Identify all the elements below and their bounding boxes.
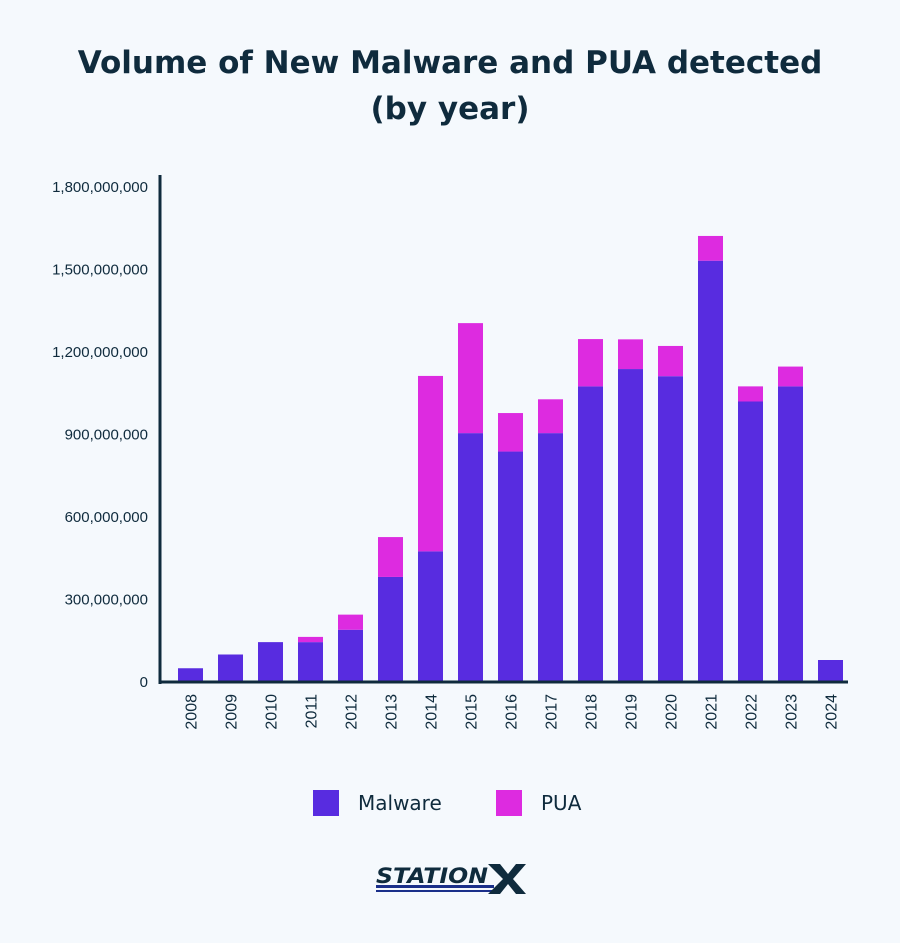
bar-pua-2022 xyxy=(738,386,763,402)
bar-pua-2014 xyxy=(418,375,443,552)
x-tick-label: 2018 xyxy=(584,694,601,730)
bar-malware-2016 xyxy=(498,451,523,682)
bar-malware-2022 xyxy=(738,401,763,682)
x-tick-label: 2023 xyxy=(784,694,801,730)
bar-malware-2015 xyxy=(458,433,483,682)
bar-malware-2012 xyxy=(338,629,363,682)
bar-pua-2016 xyxy=(498,413,523,452)
bar-malware-2010 xyxy=(258,642,283,682)
y-tick-label: 900,000,000 xyxy=(65,427,148,444)
bar-pua-2020 xyxy=(658,345,683,377)
bar-malware-2018 xyxy=(578,386,603,682)
chart-title: Volume of New Malware and PUA detected (… xyxy=(0,40,900,132)
x-tick-label: 2024 xyxy=(824,694,841,730)
x-tick-label: 2016 xyxy=(504,694,521,730)
x-tick-label: 2012 xyxy=(344,694,361,730)
bar-pua-2012 xyxy=(338,614,363,630)
bar-pua-2013 xyxy=(378,537,403,577)
bar-pua-2023 xyxy=(778,366,803,387)
legend-label-malware: Malware xyxy=(358,791,442,815)
y-tick-label: 1,500,000,000 xyxy=(52,262,148,279)
bar-pua-2018 xyxy=(578,339,603,387)
bar-malware-2024 xyxy=(818,660,843,682)
x-tick-label: 2014 xyxy=(424,694,441,730)
chart-title-line-1: Volume of New Malware and PUA detected xyxy=(77,45,823,81)
bar-malware-2023 xyxy=(778,386,803,682)
legend-swatch-pua xyxy=(496,790,522,816)
bar-pua-2017 xyxy=(538,399,563,434)
y-tick-label: 1,800,000,000 xyxy=(52,179,148,196)
bar-malware-2019 xyxy=(618,369,643,682)
x-tick-label: 2011 xyxy=(304,694,321,729)
legend-label-pua: PUA xyxy=(541,791,582,815)
y-tick-label: 300,000,000 xyxy=(65,592,148,609)
bar-malware-2009 xyxy=(218,654,243,682)
y-tick-label: 600,000,000 xyxy=(65,509,148,526)
stationx-logo: STATION xyxy=(376,864,526,894)
bar-pua-2021 xyxy=(698,235,723,261)
x-tick-label: 2009 xyxy=(224,694,241,730)
legend: Malware PUA xyxy=(0,789,900,819)
legend-item-pua: PUA xyxy=(496,789,581,817)
logo-wordmark: STATION xyxy=(376,864,488,888)
bar-malware-2021 xyxy=(698,260,723,682)
x-tick-label: 2022 xyxy=(744,694,761,730)
x-tick-label: 2013 xyxy=(384,694,401,730)
x-tick-label: 2015 xyxy=(464,694,481,730)
y-tick-label: 0 xyxy=(140,674,148,691)
bar-malware-2008 xyxy=(178,668,203,682)
stacked-bar-chart: 0 300,000,000 600,000,000 900,000,000 1,200,… xyxy=(52,175,848,730)
bar-pua-2019 xyxy=(618,339,643,370)
bar-malware-2013 xyxy=(378,576,403,682)
x-tick-label: 2020 xyxy=(664,694,681,730)
bar-malware-2020 xyxy=(658,376,683,682)
x-tick-label: 2019 xyxy=(624,694,641,730)
x-tick-label: 2017 xyxy=(544,694,561,730)
bar-pua-2011 xyxy=(298,636,323,643)
x-tick-label: 2008 xyxy=(184,694,201,730)
chart-title-line-2: (by year) xyxy=(370,91,530,127)
x-axis-tick-labels: 2008 2009 2010 2011 2012 2013 2014 2015 2016 2017… xyxy=(184,694,841,730)
bar-malware-2011 xyxy=(298,642,323,682)
bar-malware-2014 xyxy=(418,551,443,682)
legend-swatch-malware xyxy=(313,790,339,816)
bar-group xyxy=(178,235,843,682)
x-tick-label: 2010 xyxy=(264,694,281,730)
bar-malware-2017 xyxy=(538,433,563,682)
x-tick-label: 2021 xyxy=(704,694,721,730)
logo-x-mark xyxy=(488,864,526,894)
legend-item-malware: Malware xyxy=(313,789,442,817)
y-axis-tick-labels: 0 300,000,000 600,000,000 900,000,000 1,200,… xyxy=(52,179,148,691)
y-tick-label: 1,200,000,000 xyxy=(52,344,148,361)
bar-pua-2015 xyxy=(458,323,483,434)
